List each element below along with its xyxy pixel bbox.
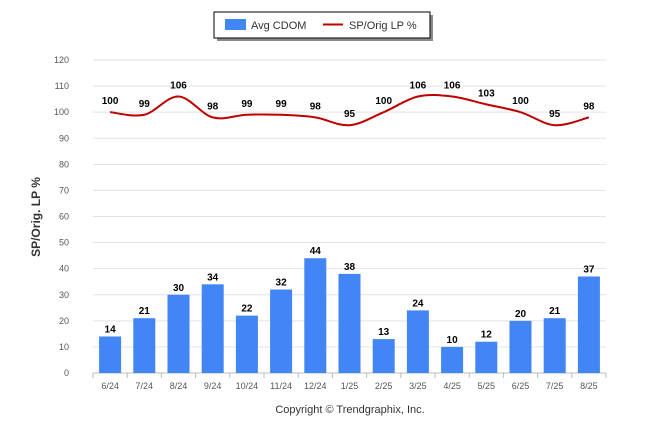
bar-data-label: 30 xyxy=(173,283,185,294)
data-labels-layer: 14 21 30 34 22 32 44 38 13 24 10 12 20 21 37 100 99 106 98… xyxy=(102,81,595,346)
bar-data-label: 22 xyxy=(241,304,253,315)
x-tick-label: 2/25 xyxy=(375,381,393,391)
line-data-label: 100 xyxy=(512,96,529,107)
y-tick-label: 70 xyxy=(59,185,69,195)
y-tick-label: 50 xyxy=(59,238,69,248)
bar-avg-cdom xyxy=(543,318,566,373)
line-data-label: 95 xyxy=(344,109,356,120)
line-data-label: 103 xyxy=(478,88,495,99)
x-tick-label: 3/25 xyxy=(409,381,427,391)
bar-avg-cdom xyxy=(475,341,498,373)
x-tick-label: 8/24 xyxy=(170,381,188,391)
x-tick-label: 8/25 xyxy=(580,381,598,391)
bar-data-label: 20 xyxy=(515,309,527,320)
x-tick-label: 7/24 xyxy=(136,381,154,391)
line-data-label: 106 xyxy=(410,81,427,92)
y-tick-label: 100 xyxy=(54,107,69,117)
bar-data-label: 24 xyxy=(412,298,424,309)
bar-avg-cdom xyxy=(99,336,122,373)
x-tick-label: 9/24 xyxy=(204,381,222,391)
y-tick-label: 80 xyxy=(59,159,69,169)
x-tick-label: 4/25 xyxy=(443,381,461,391)
bar-data-label: 44 xyxy=(310,246,322,257)
y-tick-labels: 0 10 20 30 40 50 60 70 80 90 100 110 120 xyxy=(54,55,69,378)
line-data-label: 98 xyxy=(583,101,595,112)
bar-data-label: 34 xyxy=(207,272,219,283)
line-data-label: 100 xyxy=(102,96,119,107)
line-data-label: 100 xyxy=(375,96,392,107)
bars-layer xyxy=(99,258,600,373)
bar-avg-cdom xyxy=(270,289,293,373)
bar-data-label: 38 xyxy=(344,262,356,273)
bar-avg-cdom xyxy=(304,258,327,373)
bar-avg-cdom xyxy=(235,315,258,373)
y-tick-label: 40 xyxy=(59,264,69,274)
line-data-label: 99 xyxy=(276,99,288,110)
y-tick-label: 20 xyxy=(59,316,69,326)
bar-data-label: 10 xyxy=(447,335,459,346)
line-sp-orig-lp xyxy=(109,94,590,127)
line-data-label: 106 xyxy=(170,81,187,92)
x-tick-label: 5/25 xyxy=(478,381,496,391)
bar-data-label: 21 xyxy=(139,306,151,317)
x-tick-label: 11/24 xyxy=(270,381,292,391)
line-data-label: 95 xyxy=(549,109,561,120)
y-tick-label: 0 xyxy=(64,368,69,378)
legend: Avg CDOM SP/Orig LP % xyxy=(213,11,433,41)
x-tick-label: 1/25 xyxy=(341,381,359,391)
bar-avg-cdom xyxy=(338,273,361,373)
bar-avg-cdom xyxy=(406,310,429,373)
bar-data-label: 12 xyxy=(481,330,493,341)
x-tick-label: 6/25 xyxy=(512,381,530,391)
bar-avg-cdom xyxy=(133,318,156,373)
x-tick-label: 12/24 xyxy=(304,381,327,391)
y-axis-title: SP/Orig. LP % xyxy=(29,177,43,257)
y-tick-label: 10 xyxy=(59,342,69,352)
y-tick-label: 110 xyxy=(55,81,69,91)
legend-label-avg-cdom: Avg CDOM xyxy=(251,20,306,32)
legend-bar-swatch xyxy=(225,19,246,30)
x-tick-label: 6/24 xyxy=(101,381,119,391)
bar-data-label: 14 xyxy=(105,324,117,335)
bar-data-label: 32 xyxy=(276,278,288,289)
line-data-label: 98 xyxy=(207,101,219,112)
bar-data-label: 13 xyxy=(378,327,390,338)
bar-avg-cdom xyxy=(167,294,190,373)
legend-box xyxy=(213,11,431,39)
line-data-label: 99 xyxy=(139,99,151,110)
bar-data-label: 37 xyxy=(583,264,595,275)
bar-avg-cdom xyxy=(201,284,224,373)
bar-avg-cdom xyxy=(509,320,532,373)
bar-data-label: 21 xyxy=(549,306,561,317)
bar-avg-cdom xyxy=(441,346,464,373)
line-data-label: 106 xyxy=(444,81,461,92)
legend-label-sp-orig-lp: SP/Orig LP % xyxy=(349,20,417,32)
y-tick-label: 90 xyxy=(59,133,69,143)
x-tick-label: 10/24 xyxy=(236,381,259,391)
line-data-label: 98 xyxy=(310,101,322,112)
y-tick-label: 120 xyxy=(54,55,69,65)
line-data-label: 99 xyxy=(241,99,253,110)
y-tick-label: 30 xyxy=(59,290,69,300)
x-tick-label: 7/25 xyxy=(546,381,564,391)
y-tick-label: 60 xyxy=(59,212,69,222)
line-layer xyxy=(109,94,590,127)
bar-avg-cdom xyxy=(372,339,395,373)
copyright-text: Copyright © Trendgraphix, Inc. xyxy=(275,404,424,416)
bar-avg-cdom xyxy=(577,276,600,373)
x-tick-labels: 6/24 7/24 8/24 9/24 10/24 11/24 12/24 1/25 2/25 3… xyxy=(92,373,607,391)
